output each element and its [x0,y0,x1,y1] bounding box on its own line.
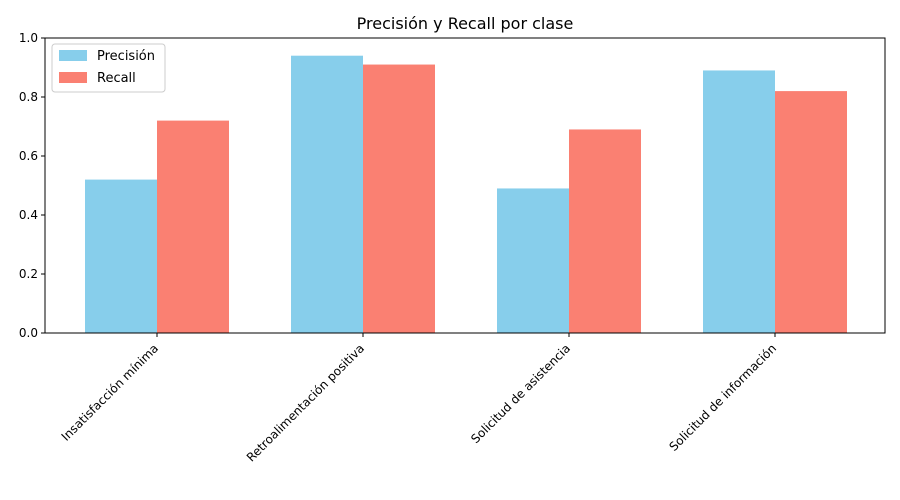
bar-precision-1 [291,55,363,333]
y-tick-label: 0.8 [19,90,38,104]
y-tick-label: 0.0 [19,326,38,340]
bar-recall-3 [775,91,847,333]
x-tick-label: Solicitud de asistencia [468,341,573,446]
x-tick-label: Solicitud de información [667,341,780,454]
bar-recall-0 [157,120,229,333]
plot-frame [44,37,886,334]
legend: Precisión Recall [51,43,166,93]
bar-recall-2 [569,129,641,333]
bar-precision-0 [85,179,157,333]
x-tick-label: Retroalimentación positiva [244,341,367,464]
y-tick-label: 0.6 [19,149,38,163]
x-axis: Insatisfacción mínima Retroalimentación p… [59,333,779,465]
y-tick-label: 1.0 [19,31,38,45]
bars-group [85,55,847,334]
x-tick-label: Insatisfacción mínima [59,341,161,443]
bar-precision-2 [497,188,569,333]
bar-recall-1 [363,64,435,334]
y-tick-label: 0.4 [19,208,38,222]
chart-title: Precisión y Recall por clase [357,14,574,33]
legend-label: Recall [97,71,136,86]
y-axis: 0.0 0.2 0.4 0.6 0.8 1.0 [19,31,45,340]
bar-precision-3 [703,70,775,333]
y-tick-label: 0.2 [19,267,38,281]
legend-swatch [59,72,87,83]
legend-swatch [59,50,87,61]
legend-label: Precisión [97,49,155,64]
